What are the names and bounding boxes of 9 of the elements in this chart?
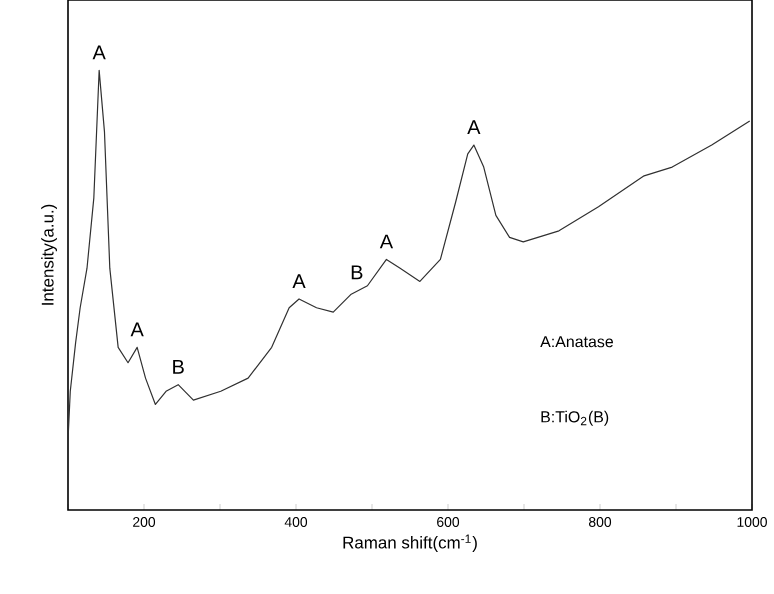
annotation: A	[92, 45, 106, 60]
annotation: A	[130, 322, 144, 337]
annotation: A	[379, 234, 394, 249]
annotation: B	[351, 265, 363, 280]
annotation: B	[173, 359, 184, 374]
annotation: A	[467, 120, 481, 135]
annotation: A	[292, 274, 306, 288]
y-axis-title: Intensity(a.u.)	[41, 204, 57, 305]
x-axis-title: Raman shift(cm$^{-1}$)	[343, 534, 477, 552]
